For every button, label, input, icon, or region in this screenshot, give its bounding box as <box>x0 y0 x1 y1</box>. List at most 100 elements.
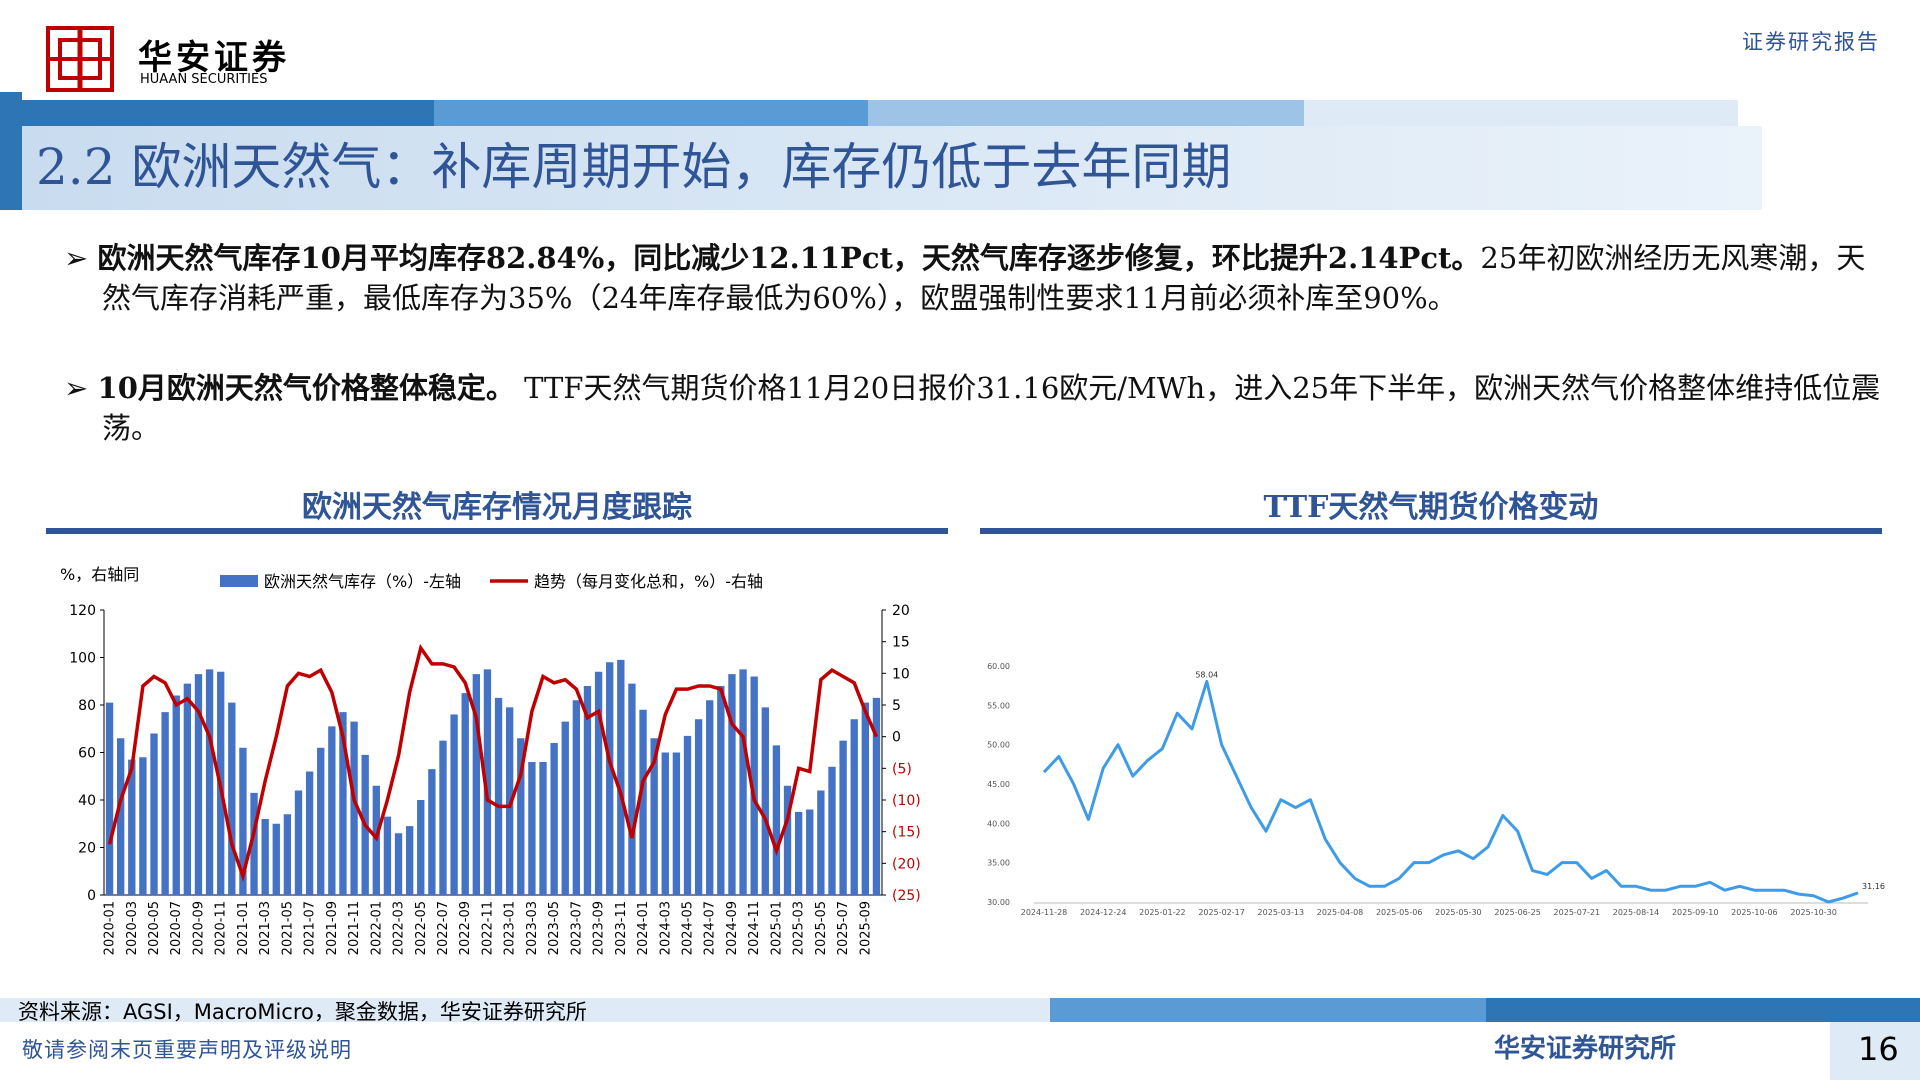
page-number: 16 <box>1858 1030 1899 1068</box>
x-tick-label: 2021-05 <box>280 901 295 955</box>
y-tick-label: 80 <box>78 698 96 714</box>
bullet: ➢ 欧洲天然气库存10月平均库存82.84%，同比减少12.11Pct，天然气库… <box>64 241 1866 315</box>
x-tick-label: 2022-09 <box>458 901 473 955</box>
bar <box>672 752 681 895</box>
bar <box>772 745 781 895</box>
y-tick-label: 60.00 <box>987 662 1010 671</box>
report-type: 证券研究报告 <box>1742 30 1880 54</box>
bar <box>405 826 414 895</box>
bar <box>617 659 625 895</box>
bar <box>761 707 769 895</box>
x-tick-label: 2020-07 <box>169 901 184 955</box>
bar <box>117 738 125 895</box>
bar <box>339 712 347 895</box>
bar <box>561 721 569 895</box>
bar <box>239 747 247 895</box>
title: 2.2 欧洲天然气：补库周期开始，库存仍低于去年同期 <box>36 138 1232 196</box>
disclaimer: 敬请参阅末页重要声明及评级说明 <box>22 1038 352 1062</box>
x-tick-label: 2024-07 <box>703 901 718 955</box>
footer-org: 华安证券研究所 <box>1494 1034 1677 1064</box>
band <box>434 100 868 126</box>
y2-tick-label: (10) <box>892 793 921 809</box>
bar <box>783 785 792 895</box>
bar <box>706 700 714 895</box>
bar <box>517 738 525 895</box>
band-left <box>0 92 22 210</box>
x-tick-label: 2025-09-10 <box>1672 908 1719 917</box>
y-tick-label: 35.00 <box>987 859 1010 868</box>
x-tick-label: 2022-07 <box>436 901 451 955</box>
bar <box>183 683 192 895</box>
y2-tick-label: 10 <box>892 666 910 682</box>
band <box>1304 100 1738 126</box>
bar <box>161 712 169 895</box>
brand-en: HUAAN SECURITIES <box>140 72 268 87</box>
bar <box>728 674 736 895</box>
bar <box>150 733 158 895</box>
bar <box>461 693 469 895</box>
bar <box>839 740 847 895</box>
footer-band <box>0 998 1050 1022</box>
rule <box>46 528 948 534</box>
price-line <box>1042 679 1859 904</box>
bar <box>472 674 480 895</box>
bar <box>105 702 114 895</box>
ttf-chart: 30.00 35.00 40.00 45.00 50.00 55.00 60.00 2024-… <box>987 662 1885 917</box>
x-tick-label: 2021-11 <box>347 901 362 955</box>
bar <box>394 833 403 895</box>
bar <box>872 697 881 895</box>
x-tick-label: 2020-09 <box>191 901 206 955</box>
x-tick-label: 2021-01 <box>236 901 251 955</box>
bar <box>139 757 147 895</box>
bar <box>650 738 658 895</box>
y-tick-label: 55.00 <box>987 701 1010 710</box>
storage-chart: %，右轴同 0 20 40 60 80 100 120 (25) (20) (15) (10) (5) 0… <box>60 565 921 955</box>
bar <box>572 700 581 895</box>
x-tick-label: 2024-03 <box>658 901 673 955</box>
x-tick-label: 2025-04-08 <box>1317 908 1364 917</box>
x-tick-label: 2024-12-24 <box>1080 908 1127 917</box>
page-box <box>1830 1022 1920 1080</box>
x-tick-label: 2023-01 <box>503 901 518 955</box>
bar <box>850 719 858 895</box>
x-tick-label: 2024-05 <box>681 901 696 955</box>
bar <box>861 702 869 895</box>
x-tick-label: 2025-07-21 <box>1554 908 1601 917</box>
bar <box>283 814 292 895</box>
bullet-bold: 10月欧洲天然气价格整体稳定。 <box>97 371 515 405</box>
x-tick-label: 2025-05 <box>814 901 829 955</box>
y-tick-label: 120 <box>69 603 96 619</box>
x-tick-label: 2023-11 <box>614 901 629 955</box>
bar <box>272 823 280 895</box>
bar <box>750 676 758 895</box>
bullet-text: TTF天然气期货价格11月20日报价31.16欧元/MWh，进入25年下半年，欧… <box>102 371 1881 445</box>
bar <box>450 714 458 895</box>
x-tick-label: 2025-03 <box>792 901 807 955</box>
bar <box>261 819 269 895</box>
bar <box>694 719 703 895</box>
legend-label: 欧洲天然气库存（%）-左轴 <box>264 572 461 591</box>
bar <box>794 811 803 895</box>
bar <box>583 686 592 895</box>
legend-swatch <box>220 575 258 587</box>
x-tick-label: 2024-11 <box>747 901 762 955</box>
y-tick-label: 40 <box>78 793 96 809</box>
x-tick-label: 2025-09 <box>858 901 873 955</box>
bar <box>328 726 336 895</box>
bar <box>683 735 692 895</box>
logo <box>46 26 114 92</box>
bar <box>305 771 314 895</box>
bar <box>628 683 636 895</box>
y-tick-label: 100 <box>69 651 96 667</box>
bullet-text: 25年初欧洲经历无风寒潮，天然气库存消耗严重，最低库存为35%（24年库存最低为… <box>102 241 1866 315</box>
bar <box>717 686 725 895</box>
bar <box>250 792 258 895</box>
x-tick-label: 2023-03 <box>525 901 540 955</box>
x-tick-label: 2024-01 <box>636 901 651 955</box>
bar <box>383 816 392 895</box>
bar <box>128 759 136 895</box>
bar <box>806 809 814 895</box>
bullet-bold: 欧洲天然气库存10月平均库存82.84%，同比减少12.11Pct，天然气库存逐… <box>97 241 1481 275</box>
x-tick-label: 2025-07 <box>836 901 851 955</box>
band <box>868 100 1304 126</box>
